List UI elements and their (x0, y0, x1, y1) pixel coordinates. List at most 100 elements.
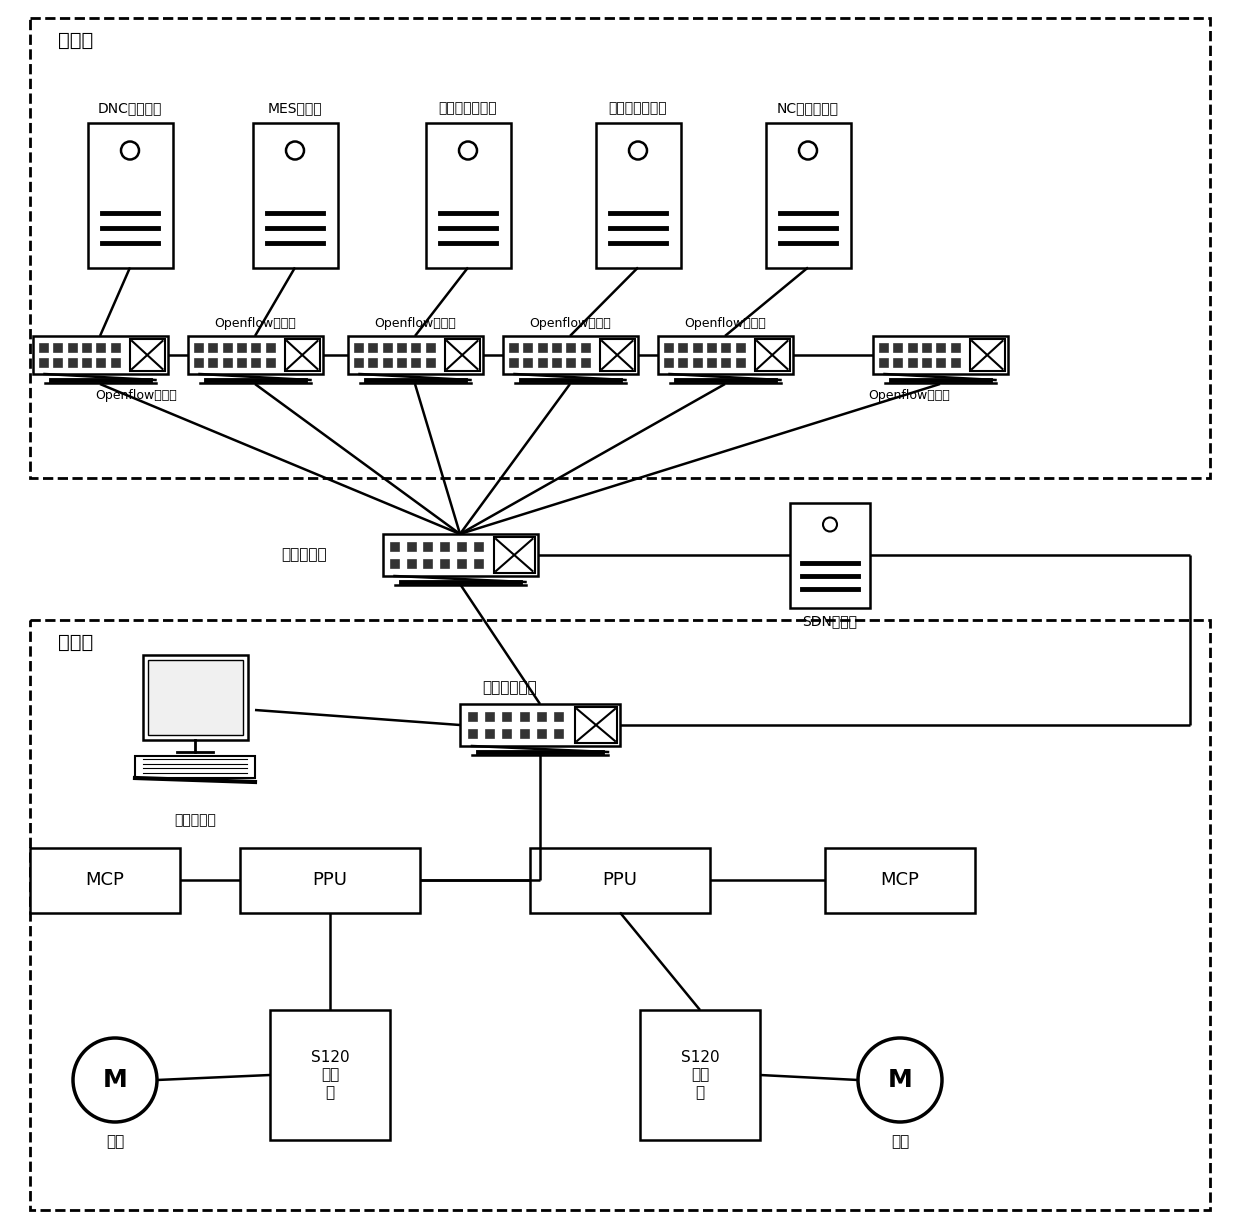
Bar (40, 358, 47, 367)
Bar (525, 343, 532, 352)
Bar (538, 358, 547, 367)
Bar (879, 358, 888, 367)
Bar (879, 343, 888, 352)
Bar (909, 343, 916, 352)
Bar (441, 542, 449, 551)
Bar (510, 358, 518, 367)
Bar (370, 343, 377, 352)
Bar (503, 729, 511, 738)
Bar (640, 1010, 760, 1140)
Bar (40, 343, 47, 352)
Bar (708, 343, 715, 352)
Bar (425, 123, 511, 267)
Bar (195, 343, 202, 352)
Bar (553, 343, 560, 352)
Bar (502, 336, 637, 374)
Bar (424, 560, 433, 567)
Bar (486, 712, 494, 721)
Bar (398, 358, 405, 367)
Text: 生产网: 生产网 (58, 632, 93, 652)
Bar (575, 707, 618, 743)
Bar (413, 343, 420, 352)
Bar (253, 343, 260, 352)
Bar (253, 358, 260, 367)
Bar (253, 123, 337, 267)
Bar (143, 656, 248, 740)
Bar (937, 358, 945, 367)
Bar (568, 343, 575, 352)
Bar (937, 343, 945, 352)
Bar (469, 712, 476, 721)
Bar (970, 339, 1004, 371)
Bar (469, 729, 476, 738)
Text: MCP: MCP (86, 871, 124, 889)
Bar (952, 358, 960, 367)
Text: S120
驱动
器: S120 驱动 器 (681, 1050, 719, 1100)
Bar (427, 343, 435, 352)
Bar (538, 729, 546, 738)
Bar (923, 343, 931, 352)
Text: 电机: 电机 (890, 1134, 909, 1150)
Bar (521, 712, 528, 721)
Bar (148, 661, 243, 736)
Bar (30, 847, 180, 913)
Bar (408, 560, 415, 567)
Bar (737, 358, 745, 367)
Bar (737, 343, 745, 352)
Bar (112, 343, 120, 352)
Bar (135, 756, 255, 779)
Bar (665, 343, 673, 352)
Bar (460, 704, 620, 747)
Bar (529, 847, 711, 913)
Text: M: M (103, 1068, 128, 1092)
Bar (408, 542, 415, 551)
Bar (894, 358, 903, 367)
Text: Openflow交换机: Openflow交换机 (215, 317, 296, 331)
Text: 工艺设计服务器: 工艺设计服务器 (439, 102, 497, 116)
Bar (30, 18, 1210, 478)
Bar (873, 336, 1007, 374)
Bar (458, 560, 466, 567)
Bar (909, 358, 916, 367)
Bar (525, 358, 532, 367)
Bar (582, 343, 590, 352)
Bar (441, 560, 449, 567)
Text: 加工网交换机: 加工网交换机 (482, 680, 537, 695)
Bar (88, 123, 172, 267)
Bar (223, 358, 232, 367)
Bar (382, 534, 537, 576)
Bar (130, 339, 165, 371)
Bar (355, 358, 363, 367)
Text: M: M (888, 1068, 913, 1092)
Bar (445, 339, 480, 371)
Bar (765, 123, 851, 267)
Bar (475, 560, 482, 567)
Text: Openflow交换机: Openflow交换机 (868, 390, 950, 402)
Text: SDN控制器: SDN控制器 (802, 615, 858, 629)
Bar (595, 123, 681, 267)
Bar (285, 339, 320, 371)
Bar (267, 343, 275, 352)
Bar (680, 343, 687, 352)
Bar (894, 343, 903, 352)
Bar (238, 358, 246, 367)
Bar (391, 542, 399, 551)
Bar (68, 343, 77, 352)
Bar (98, 343, 105, 352)
Bar (55, 358, 62, 367)
Bar (723, 343, 730, 352)
Bar (538, 712, 546, 721)
Bar (241, 847, 420, 913)
Bar (923, 358, 931, 367)
Text: MES服务器: MES服务器 (268, 102, 322, 116)
Bar (112, 358, 120, 367)
Bar (210, 358, 217, 367)
Bar (568, 358, 575, 367)
Text: S120
驱动
器: S120 驱动 器 (311, 1050, 350, 1100)
Bar (510, 343, 518, 352)
Bar (657, 336, 792, 374)
Bar (600, 339, 635, 371)
Bar (486, 729, 494, 738)
Bar (83, 358, 91, 367)
Bar (556, 712, 563, 721)
